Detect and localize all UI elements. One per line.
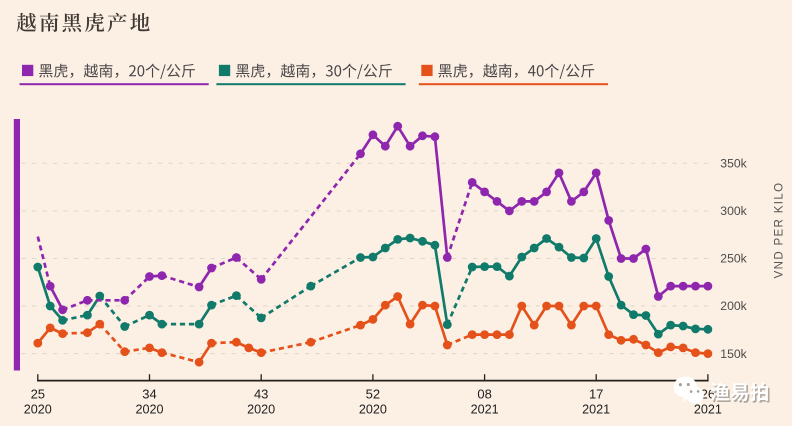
svg-text:300k: 300k: [720, 204, 747, 218]
svg-text:2020: 2020: [24, 403, 52, 417]
svg-text:250k: 250k: [720, 252, 747, 266]
svg-text:2021: 2021: [471, 403, 499, 417]
svg-text:08: 08: [477, 387, 491, 402]
svg-text:350k: 350k: [720, 157, 747, 171]
svg-text:43: 43: [254, 387, 268, 402]
svg-text:17: 17: [589, 387, 603, 402]
svg-text:2021: 2021: [582, 403, 610, 417]
svg-text:2020: 2020: [135, 403, 163, 417]
svg-text:52: 52: [366, 387, 380, 402]
svg-text:VND PER KILO: VND PER KILO: [773, 182, 785, 279]
svg-text:150k: 150k: [720, 347, 747, 361]
svg-text:200k: 200k: [720, 299, 747, 313]
svg-text:2021: 2021: [694, 403, 722, 417]
svg-text:2020: 2020: [359, 403, 387, 417]
svg-text:34: 34: [142, 387, 156, 402]
svg-text:2020: 2020: [247, 403, 275, 417]
svg-text:25: 25: [31, 387, 45, 402]
